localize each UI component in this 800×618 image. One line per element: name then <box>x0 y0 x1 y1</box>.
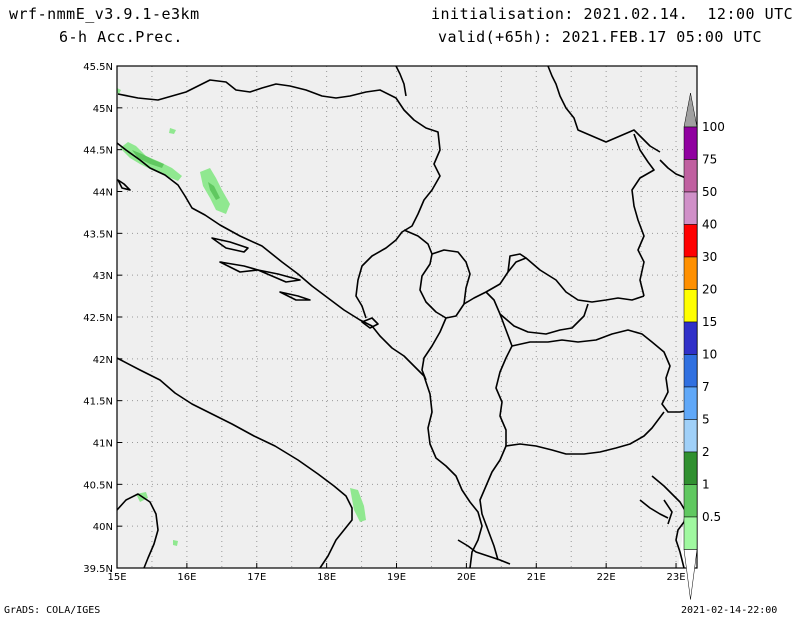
lat-tick-label: 45N <box>93 104 113 115</box>
lat-tick-label: 45.5N <box>83 62 113 73</box>
latitude-labels: 45.5N 45N 44.5N 44N 43.5N 43N 42.5N 42N 41.5N 41N… <box>83 62 122 575</box>
colorbar-cell <box>683 386 698 420</box>
colorbar-label: 30 <box>702 250 717 264</box>
colorbar-cell <box>683 224 698 258</box>
lat-tick-label: 39.5N <box>83 564 113 575</box>
colorbar-label: 15 <box>702 315 717 329</box>
lon-tick-label: 16E <box>177 572 196 583</box>
colorbar-cell <box>683 451 698 485</box>
colorbar-cell <box>683 516 698 550</box>
colorbar-cell <box>683 289 698 323</box>
lat-tick-label: 44N <box>93 188 113 199</box>
colorbar-cell <box>683 126 698 160</box>
lon-tick-label: 23E <box>667 572 686 583</box>
precipitation-core <box>132 150 220 200</box>
lat-tick-label: 43.5N <box>83 229 113 240</box>
colorbar-label: 2 <box>702 445 710 459</box>
colorbar-cell <box>683 321 698 355</box>
colorbar-label: 7 <box>702 380 710 394</box>
lon-tick-label: 17E <box>247 572 266 583</box>
lat-tick-label: 42.5N <box>83 313 113 324</box>
lat-tick-label: 41.5N <box>83 397 113 408</box>
field-title: 6-h Acc.Prec. <box>59 28 183 46</box>
lon-tick-label: 21E <box>527 572 546 583</box>
colorbar-label: 75 <box>702 153 717 167</box>
lon-tick-label: 22E <box>597 572 616 583</box>
colorbar-label: 1 <box>702 478 710 492</box>
colorbar-label: 0.5 <box>702 510 721 524</box>
colorbar-label: 5 <box>702 413 710 427</box>
lon-tick-label: 20E <box>457 572 476 583</box>
colorbar-cell <box>683 159 698 193</box>
colorbar-label: 100 <box>702 120 725 134</box>
colorbar-label: 40 <box>702 218 717 232</box>
colorbar-cell <box>683 484 698 518</box>
lon-tick-label: 18E <box>317 572 336 583</box>
longitude-labels: 15E 16E 17E 18E 19E 20E 21E 22E 23E <box>107 563 686 583</box>
lat-tick-label: 44.5N <box>83 146 113 157</box>
lat-tick-label: 42N <box>93 355 113 366</box>
colorbar-label: 20 <box>702 283 717 297</box>
colorbar-cell <box>683 354 698 388</box>
footer-timestamp: 2021-02-14-22:00 <box>681 605 778 616</box>
footer-credit: GrADS: COLA/IGES <box>4 605 101 616</box>
lat-tick-label: 40.5N <box>83 480 113 491</box>
colorbar-cell <box>683 191 698 225</box>
valid-time: valid(+65h): 2021.FEB.17 05:00 UTC <box>438 28 763 46</box>
lat-tick-label: 41N <box>93 439 113 450</box>
coastlines-borders <box>116 65 697 569</box>
colorbar-label: 10 <box>702 348 717 362</box>
model-title: wrf-nmmE_v3.9.1-e3km <box>9 5 200 23</box>
colorbar-cell <box>683 419 698 453</box>
colorbar-label: 50 <box>702 185 717 199</box>
colorbar-bottom-arrow <box>683 549 698 600</box>
init-time: initialisation: 2021.02.14. 12:00 UTC <box>431 5 794 23</box>
lon-tick-label: 19E <box>387 572 406 583</box>
lon-tick-label: 15E <box>107 572 126 583</box>
lat-tick-label: 40N <box>93 522 113 533</box>
colorbar-cell <box>683 256 698 290</box>
lat-tick-label: 43N <box>93 271 113 282</box>
